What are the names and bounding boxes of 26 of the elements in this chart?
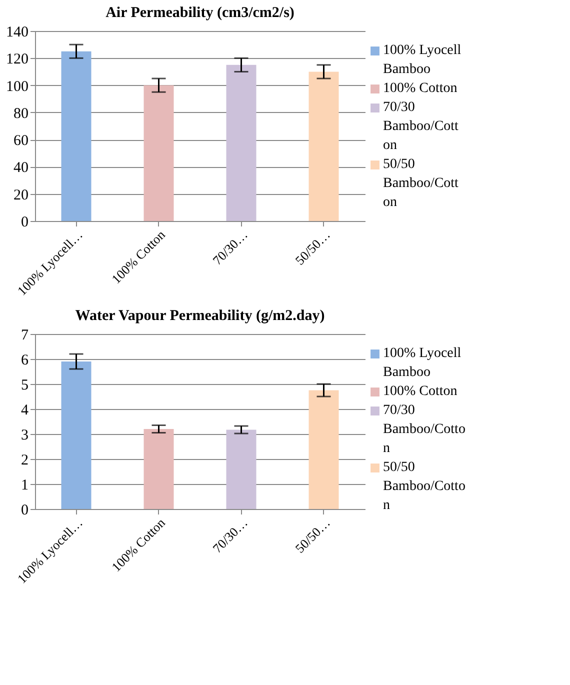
chart-title: Water Vapour Permeability (g/m2.day)	[75, 308, 325, 324]
y-tick-label: 0	[21, 502, 28, 518]
y-tick-label: 0	[21, 214, 28, 230]
legend-label: 50/50 Bamboo/Cotton	[383, 460, 466, 513]
legend-label: 70/30 Bamboo/Cotton	[383, 100, 459, 153]
y-tick-label: 140	[6, 24, 28, 40]
y-tick-label: 100	[6, 78, 28, 95]
y-tick-label: 120	[6, 52, 28, 68]
y-tick-label: 2	[21, 452, 28, 468]
legend-label: 70/30 Bamboo/Cotton	[383, 403, 466, 456]
y-tick-label: 5	[21, 378, 28, 394]
legend-label: 100% Cotton	[383, 81, 458, 96]
chart-title: Air Permeability (cm3/cm2/s)	[106, 5, 294, 21]
legend-label: 50/50 Bamboo/Cotton	[383, 157, 459, 210]
legend-label: 100% Lyocell Bamboo	[383, 43, 462, 77]
legend-label: 100% Lyocell Bamboo	[383, 346, 462, 380]
y-tick-label: 3	[21, 428, 28, 444]
y-tick-label: 6	[21, 352, 29, 368]
y-tick-label: 20	[14, 187, 28, 204]
y-tick-label: 40	[14, 160, 28, 176]
y-tick-label: 7	[21, 328, 29, 344]
legend-label: 100% Cotton	[383, 384, 458, 399]
y-tick-label: 4	[21, 402, 29, 418]
y-tick-label: 60	[14, 133, 28, 150]
y-tick-label: 1	[21, 478, 28, 494]
y-tick-label: 80	[14, 106, 28, 122]
